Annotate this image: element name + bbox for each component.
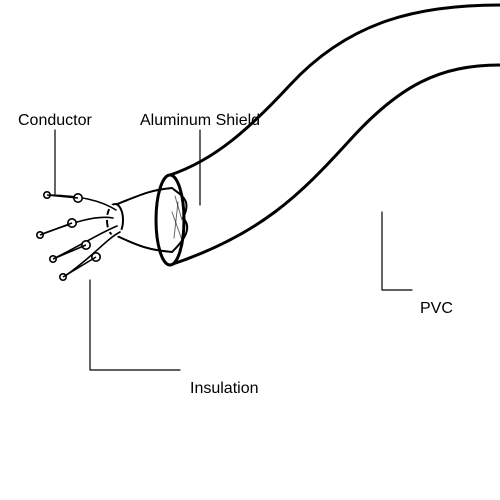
label-shield: Aluminum Shield <box>140 112 260 130</box>
label-conductor: Conductor <box>18 112 92 130</box>
cable-diagram: Conductor Aluminum Shield Insulation PVC <box>0 0 500 500</box>
label-pvc: PVC <box>420 300 453 318</box>
diagram-svg <box>0 0 500 500</box>
label-insulation: Insulation <box>190 380 259 398</box>
